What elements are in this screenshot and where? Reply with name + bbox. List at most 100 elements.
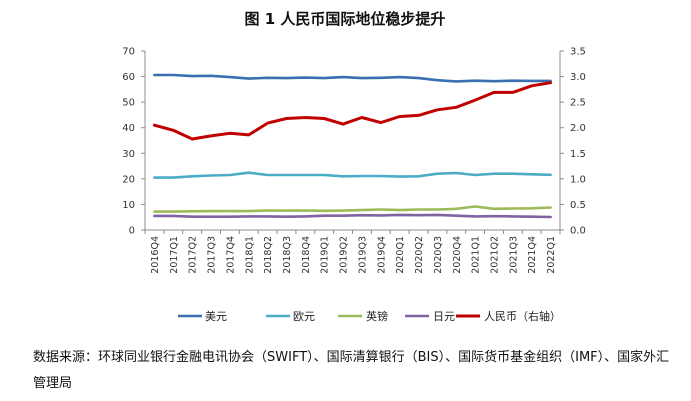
data-point: [210, 174, 212, 177]
data-point: [266, 77, 269, 79]
chart: 图 1 人民币国际地位稳步提升 0 10 20 30 40 50 60 70 0.0 0.5 1.0…: [122, 10, 586, 323]
data-point: [436, 214, 439, 216]
data-point: [153, 124, 156, 126]
data-point: [342, 123, 344, 125]
data-point: [153, 215, 156, 217]
data-point: [191, 215, 193, 218]
x-tick-label: 2017Q3: [207, 236, 218, 274]
data-point: [323, 210, 326, 212]
x-tick-label: 2022Q1: [546, 236, 557, 274]
data-point: [512, 172, 514, 175]
data-point: [304, 209, 307, 212]
y-tick-left-label: 30: [122, 149, 135, 160]
data-point: [512, 207, 514, 210]
series-line-2: [153, 205, 552, 213]
data-point: [361, 214, 363, 216]
x-tick-label: 2019Q4: [376, 236, 387, 274]
legend-label-1: 欧元: [293, 310, 315, 323]
data-point: [549, 206, 552, 209]
data-point: [172, 210, 175, 213]
data-point: [380, 121, 382, 124]
data-point: [474, 99, 476, 101]
data-point: [455, 214, 458, 217]
y-tick-left-label: 20: [122, 174, 135, 185]
x-tick-label: 2020Q4: [452, 236, 463, 274]
data-point: [380, 77, 382, 79]
data-point: [285, 77, 288, 79]
data-point: [512, 215, 514, 218]
data-point: [436, 79, 439, 81]
data-point: [191, 75, 193, 77]
data-point: [210, 215, 212, 218]
x-tick-label: 2018Q4: [301, 236, 312, 274]
x-tick-label: 2020Q1: [395, 236, 406, 274]
data-point: [248, 134, 250, 136]
data-point: [530, 85, 533, 87]
data-point: [153, 176, 156, 179]
data-point: [304, 174, 307, 176]
data-point: [229, 174, 231, 176]
data-point: [474, 174, 476, 176]
data-point: [172, 176, 175, 179]
data-point: [191, 175, 193, 178]
data-point: [398, 214, 401, 216]
data-point: [417, 114, 420, 117]
data-point: [436, 208, 439, 211]
x-tick-label: 2019Q1: [320, 236, 331, 274]
data-point: [229, 76, 231, 78]
data-point: [266, 209, 269, 212]
data-point: [474, 205, 476, 208]
x-tick-label: 2020Q3: [433, 236, 444, 274]
data-point: [361, 209, 363, 211]
y-tick-right-label: 0.5: [570, 200, 586, 211]
data-point: [266, 215, 269, 218]
legend-label-2: 英镑: [366, 309, 388, 323]
data-point: [512, 91, 514, 94]
x-tick-label: 2017Q4: [225, 236, 236, 274]
data-point: [493, 172, 495, 175]
data-point: [530, 215, 533, 218]
data-point: [474, 79, 476, 82]
data-point: [530, 207, 533, 210]
data-point: [342, 175, 344, 178]
data-point: [248, 77, 250, 80]
data-point: [285, 117, 288, 120]
x-tick-label: 2020Q2: [414, 236, 425, 274]
source-note: 数据来源：环球同业银行金融电讯协会（SWIFT）、国际清算银行（BIS）、国际货…: [33, 350, 670, 391]
series-line-3: [153, 213, 552, 219]
data-point: [323, 174, 326, 176]
legend-label-3: 日元: [433, 310, 455, 323]
data-point: [342, 76, 344, 78]
y-tick-right-label: 3.0: [570, 72, 586, 83]
data-point: [455, 208, 458, 210]
x-tick-label: 2019Q3: [357, 236, 368, 274]
legend: 美元 欧元 英镑 日元 人民币（右轴）: [178, 309, 561, 323]
data-point: [493, 208, 495, 210]
data-point: [248, 171, 250, 174]
data-point: [342, 214, 344, 217]
data-point: [304, 116, 307, 119]
data-point: [380, 175, 382, 177]
x-tick-label: 2021Q1: [471, 236, 482, 274]
data-point: [172, 129, 175, 132]
chart-title: 图 1 人民币国际地位稳步提升: [245, 10, 446, 28]
data-point: [455, 172, 458, 174]
y-tick-right-label: 0.0: [570, 226, 586, 237]
data-point: [210, 75, 212, 77]
y-tick-left-label: 40: [122, 123, 135, 134]
data-point: [304, 76, 307, 79]
data-point: [455, 80, 458, 83]
axes: 0 10 20 30 40 50 60 70 0.0 0.5 1.0 1.5 2.0 2.5 3.0 3.5 2…: [122, 47, 586, 274]
data-point: [342, 209, 344, 212]
data-point: [417, 175, 420, 178]
data-point: [436, 172, 439, 175]
data-point: [398, 209, 401, 211]
data-point: [493, 80, 495, 82]
data-point: [285, 209, 288, 212]
y-tick-right-label: 2.0: [570, 123, 586, 134]
y-tick-right-label: 2.5: [570, 98, 586, 109]
data-point: [417, 208, 420, 211]
legend-label-4: 人民币（右轴）: [484, 309, 561, 323]
series-line-1: [153, 171, 552, 179]
x-tick-label: 2017Q2: [188, 236, 199, 274]
